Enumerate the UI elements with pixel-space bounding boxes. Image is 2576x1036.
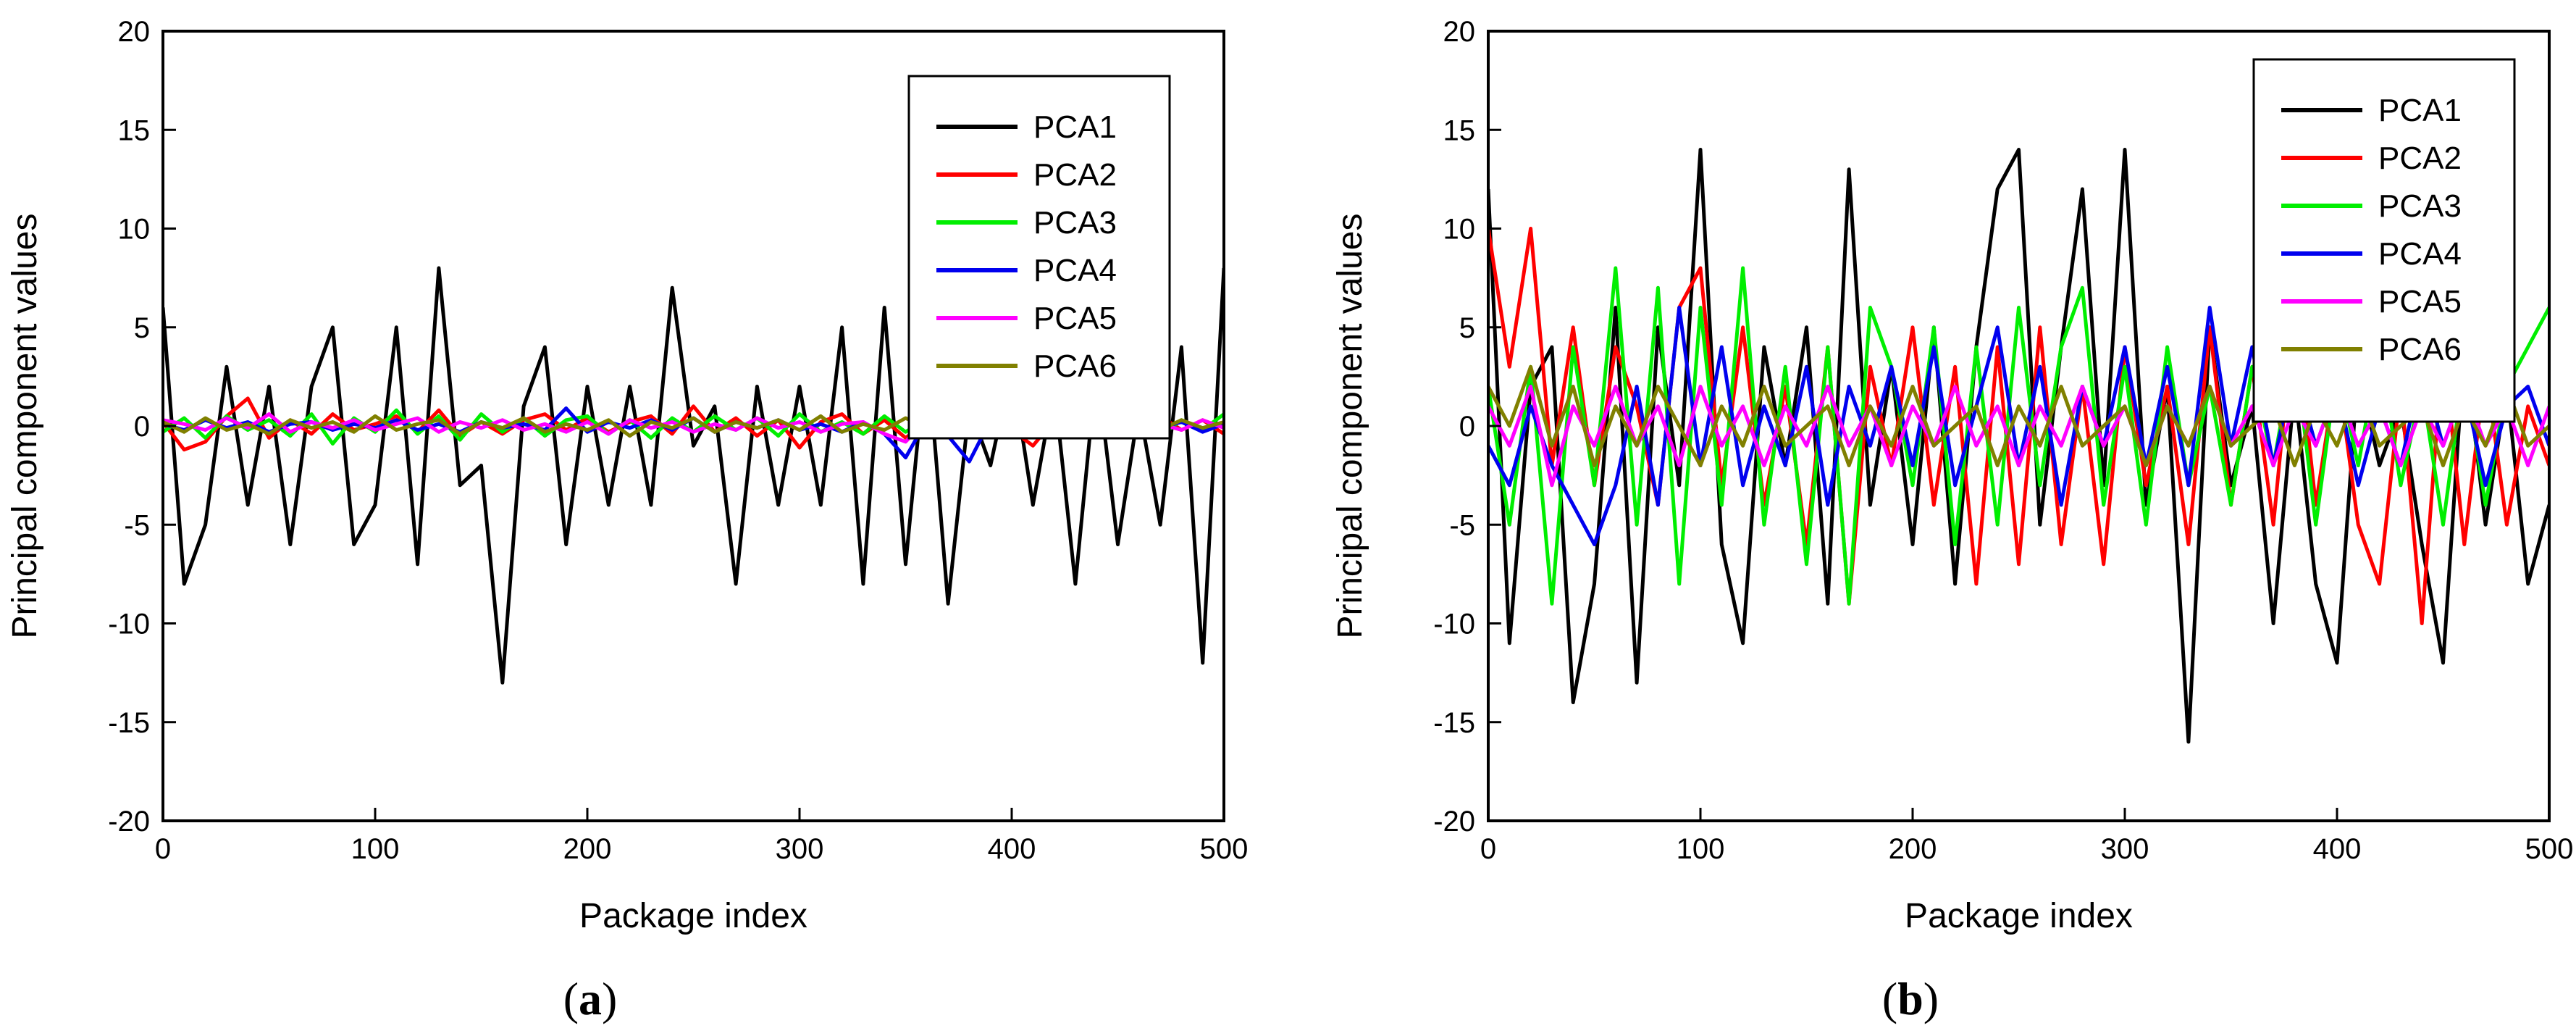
x-tick-label: 100 xyxy=(351,833,400,865)
y-tick-label: 10 xyxy=(118,214,151,246)
y-tick-label: 0 xyxy=(134,411,150,443)
legend-label-pca4: PCA4 xyxy=(2378,236,2462,272)
chart-panel-b: 0 100 200 300 400 500 -20 -15 -10 -5 0 5 10 15 20 Packa… xyxy=(1331,16,2573,1024)
y-tick-label: 5 xyxy=(134,312,150,344)
y-tick-label: -5 xyxy=(1449,509,1475,541)
legend-label-pca1: PCA1 xyxy=(1033,109,1117,145)
legend-label-pca6: PCA6 xyxy=(2378,332,2462,367)
legend: PCA1 PCA2 PCA3 PCA4 PCA5 PCA6 xyxy=(907,75,1171,440)
legend-box xyxy=(907,75,1171,440)
chart-panel-a: 0 100 200 300 400 500 -20 -15 -10 -5 0 5 10 15 20 Packa… xyxy=(6,16,1248,1024)
y-tick-label: -5 xyxy=(124,509,150,541)
y-tick-label: 20 xyxy=(118,16,151,48)
y-tick-label: -10 xyxy=(1433,609,1475,640)
x-tick-label: 100 xyxy=(1677,833,1725,865)
y-tick-label: 20 xyxy=(1443,16,1476,48)
legend-box xyxy=(2252,58,2516,423)
caption-open-paren: ( xyxy=(563,973,579,1024)
legend-label-pca1: PCA1 xyxy=(2378,93,2462,128)
legend-label-pca2: PCA2 xyxy=(2378,141,2462,176)
x-tick-label: 0 xyxy=(155,833,171,865)
y-axis-label: Principal component values xyxy=(1331,214,1369,639)
caption-label: b xyxy=(1897,973,1923,1024)
x-tick-label: 500 xyxy=(1200,833,1249,865)
x-tick-label: 0 xyxy=(1480,833,1496,865)
caption-label: a xyxy=(579,973,602,1024)
y-tick-label: 0 xyxy=(1459,411,1475,443)
y-tick-label: -15 xyxy=(108,707,150,739)
y-tick-label: 10 xyxy=(1443,214,1476,246)
x-tick-label: 200 xyxy=(563,833,612,865)
x-tick-label: 300 xyxy=(776,833,824,865)
y-tick-label: -20 xyxy=(1433,806,1475,837)
legend-label-pca6: PCA6 xyxy=(1033,348,1117,384)
y-tick-label: 5 xyxy=(1459,312,1475,344)
y-tick-label: -15 xyxy=(1433,707,1475,739)
x-tick-label: 500 xyxy=(2525,833,2574,865)
caption-open-paren: ( xyxy=(1882,973,1897,1024)
x-tick-label: 300 xyxy=(2101,833,2149,865)
legend-label-pca4: PCA4 xyxy=(1033,253,1117,288)
caption-close-paren: ) xyxy=(602,973,617,1024)
y-tick-label: -20 xyxy=(108,806,150,837)
y-tick-label: 15 xyxy=(118,114,151,146)
panel-caption: (b) xyxy=(1882,973,1939,1024)
x-axis-label: Package index xyxy=(579,897,807,935)
legend-label-pca3: PCA3 xyxy=(1033,205,1117,241)
legend-label-pca5: PCA5 xyxy=(2378,284,2462,319)
legend-label-pca2: PCA2 xyxy=(1033,157,1117,193)
series-line-pca6 xyxy=(1488,364,2549,467)
x-axis-label: Package index xyxy=(1905,897,2133,935)
y-tick-label: -10 xyxy=(108,609,150,640)
legend-label-pca3: PCA3 xyxy=(2378,188,2462,224)
legend: PCA1 PCA2 PCA3 PCA4 PCA5 PCA6 xyxy=(2252,58,2516,423)
legend-label-pca5: PCA5 xyxy=(1033,301,1117,336)
panel-caption: (a) xyxy=(563,973,618,1024)
x-tick-label: 400 xyxy=(988,833,1036,865)
x-tick-label: 200 xyxy=(1889,833,1937,865)
y-axis-label: Principal component values xyxy=(6,214,44,639)
y-tick-label: 15 xyxy=(1443,114,1476,146)
caption-close-paren: ) xyxy=(1923,973,1939,1024)
x-tick-label: 400 xyxy=(2313,833,2362,865)
